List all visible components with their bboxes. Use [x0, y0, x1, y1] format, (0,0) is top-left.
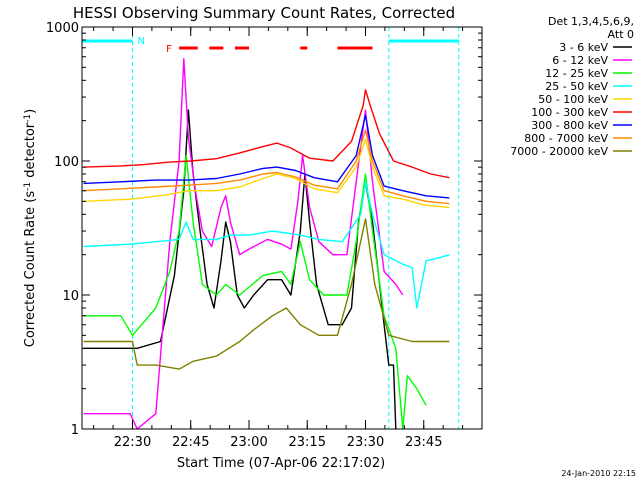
legend-label-6: 300 - 800 keV [531, 119, 608, 132]
y-tick-label: 1 [71, 423, 79, 438]
legend-label-2: 12 - 25 keV [545, 67, 608, 80]
y-axis-label-end: ) [23, 109, 38, 114]
plot-area: NF [81, 27, 460, 430]
y-axis-label-sup2: -1 [23, 114, 33, 123]
flare-marker-label: F [166, 44, 172, 55]
series-line-5 [83, 89, 450, 179]
legend-label-0: 3 - 6 keV [559, 41, 608, 54]
night-marker-label: N [137, 36, 144, 47]
series-line-4 [83, 138, 450, 209]
x-tick-label: 23:00 [230, 435, 267, 450]
plot-frame [81, 26, 483, 430]
x-tick-label: 23:30 [347, 435, 384, 450]
y-tick-label: 10 [62, 289, 79, 304]
axes: 1 10 100 1000 22:30 22:45 23:00 23:15 23:30 23:45 [46, 21, 483, 450]
y-axis-label-mid: detector [23, 122, 38, 182]
y-tick-label: 100 [54, 155, 79, 170]
legend-label-1: 6 - 12 keV [552, 54, 608, 67]
x-tick-label: 23:15 [289, 435, 326, 450]
x-tick-label: 22:30 [114, 435, 151, 450]
legend-label-3: 25 - 50 keV [545, 80, 608, 93]
chart-title: HESSI Observing Summary Count Rates, Cor… [73, 4, 455, 22]
legend-label-7: 800 - 7000 keV [524, 132, 608, 145]
series-line-8 [83, 218, 450, 370]
y-tick-label: 1000 [46, 21, 79, 36]
legend-header-line-2: Att 0 [608, 28, 634, 41]
series-line-2 [83, 154, 427, 430]
y-axis-label-sup1: -1 [23, 182, 33, 191]
x-axis-label: Start Time (07-Apr-06 22:17:02) [177, 456, 385, 471]
series-line-6 [83, 114, 450, 199]
y-axis-label-main: Corrected Count Rate (s [23, 191, 38, 348]
legend-label-4: 50 - 100 keV [538, 93, 608, 106]
footer-timestamp: 24-Jan-2010 22:15 [561, 469, 636, 478]
legend-label-5: 100 - 300 keV [531, 106, 608, 119]
legend-label-8: 7000 - 20000 keV [510, 145, 608, 158]
x-tick-label: 22:45 [172, 435, 209, 450]
series-line-7 [83, 129, 450, 205]
legend-header-line-1: Det 1,3,4,5,6,9, [548, 15, 634, 28]
series-line-3 [83, 181, 450, 309]
y-axis-label: Corrected Count Rate (s-1 detector-1) [23, 109, 38, 347]
x-tick-label: 23:45 [405, 435, 442, 450]
